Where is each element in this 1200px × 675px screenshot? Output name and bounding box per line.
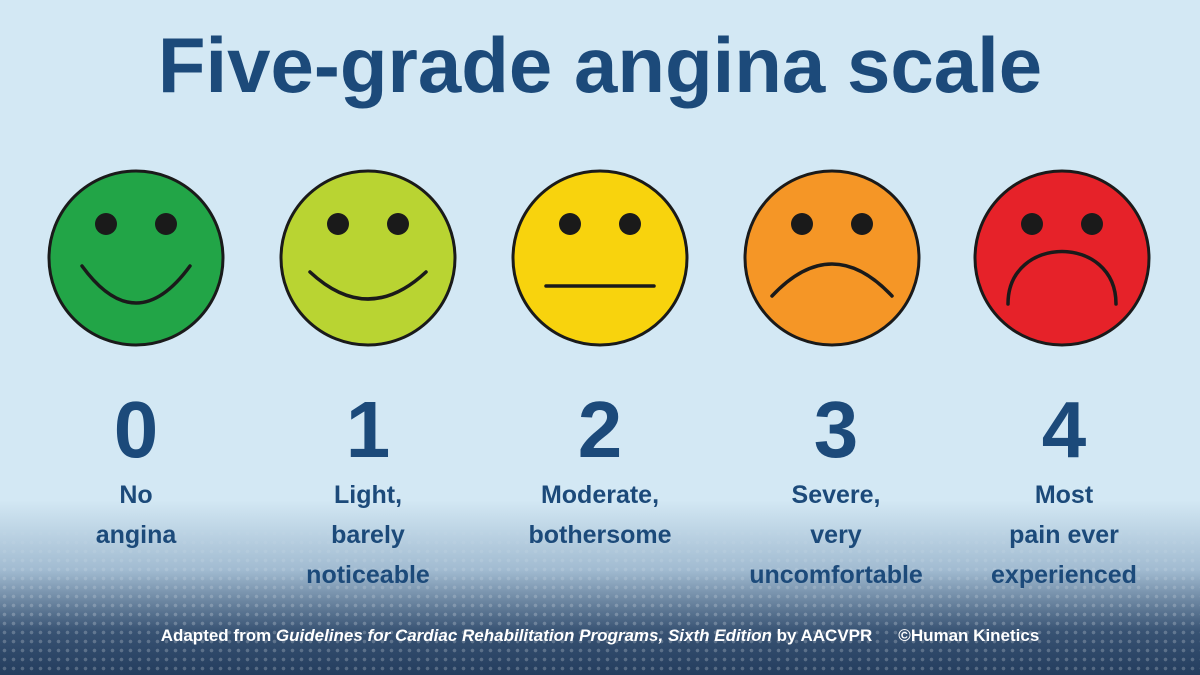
grade-4-label: 4 Most pain ever experienced — [944, 385, 1184, 595]
page-title: Five-grade angina scale — [157, 21, 1043, 109]
grade-number: 3 — [813, 385, 859, 474]
grade-description: Light, barely noticeable — [306, 481, 430, 589]
grade-number: 1 — [345, 385, 391, 474]
grade-0-label: 0 No angina — [16, 385, 256, 555]
grade-number: 2 — [577, 385, 623, 474]
copyright-notice: ©Human Kinetics — [898, 626, 1040, 645]
faces-row — [0, 168, 1200, 368]
grade-description: No angina — [95, 481, 177, 549]
grade-2-label: 2 Moderate, bothersome — [480, 385, 720, 555]
credit-prefix: Adapted from — [160, 626, 276, 645]
grade-number: 0 — [113, 385, 159, 474]
grade-number: 4 — [1041, 385, 1087, 474]
bottom-gradient-band — [0, 500, 1200, 675]
grade-description: Severe, very uncomfortable — [749, 481, 923, 589]
credit-source-title: Guidelines for Cardiac Rehabilitation Pr… — [275, 626, 772, 645]
credit-suffix: by AACVPR — [771, 626, 873, 645]
grade-description: Moderate, bothersome — [528, 481, 672, 549]
grade-0-face-icon — [46, 168, 226, 348]
grade-3-label: 3 Severe, very uncomfortable — [716, 385, 956, 595]
grade-description: Most pain ever experienced — [991, 481, 1137, 589]
grade-3-face-icon — [742, 168, 922, 348]
grade-4-face-icon — [972, 168, 1152, 348]
grade-1-label: 1 Light, barely noticeable — [248, 385, 488, 595]
grade-1-face-icon — [278, 168, 458, 348]
source-credit: Adapted from Guidelines for Cardiac Reha… — [0, 626, 1200, 646]
grade-2-face-icon — [510, 168, 690, 348]
dot-pattern — [0, 520, 1200, 675]
